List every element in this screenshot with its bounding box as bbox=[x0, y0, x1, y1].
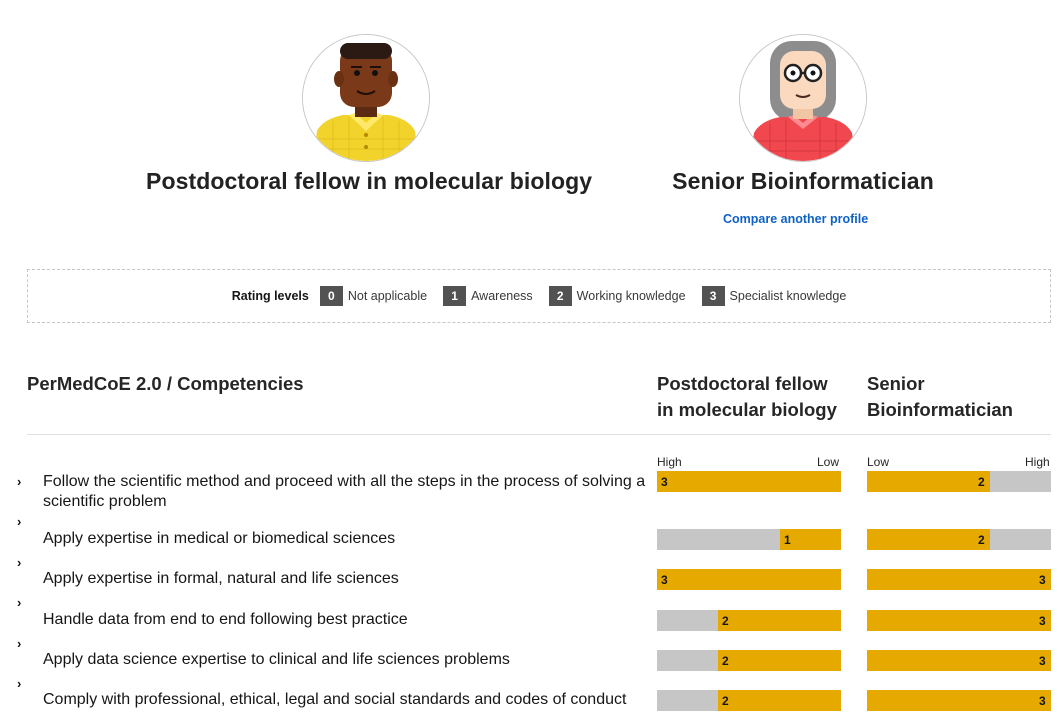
postdoc-column-header-line1: Postdoctoral fellow bbox=[657, 373, 828, 394]
postdoc-rating-bar: 3 bbox=[657, 569, 841, 590]
profile-postdoc: Postdoctoral fellow in molecular biology bbox=[146, 34, 593, 195]
bioinformatician-rating-fill bbox=[867, 569, 1051, 590]
postdoc-rating-fill bbox=[718, 610, 841, 631]
legend-level-0: 0 Not applicable bbox=[319, 286, 428, 306]
row-expand-chevron-icon[interactable]: › bbox=[17, 514, 22, 529]
postdoc-column-header-line2: in molecular biology bbox=[657, 399, 837, 420]
bioinformatician-rating-bar: 3 bbox=[867, 650, 1051, 671]
bioinformatician-rating-bar: 3 bbox=[867, 569, 1051, 590]
row-expand-chevron-icon[interactable]: › bbox=[17, 555, 22, 570]
postdoc-scale-low: Low bbox=[817, 455, 840, 469]
bioinformatician-rating-bar: 2 bbox=[867, 529, 1051, 550]
competencies-heading: PerMedCoE 2.0 / Competencies bbox=[27, 373, 304, 394]
row-expand-chevron-icon[interactable]: › bbox=[17, 636, 22, 651]
competency-label: Comply with professional, ethical, legal… bbox=[43, 691, 627, 708]
bioinformatician-rating-fill bbox=[867, 650, 1051, 671]
bioinformatician-scale-high: High bbox=[1025, 455, 1050, 469]
legend-level-1: 1 Awareness bbox=[443, 286, 533, 306]
level-label: Awareness bbox=[471, 289, 533, 303]
postdoc-rating-fill bbox=[718, 650, 841, 671]
level-label: Working knowledge bbox=[576, 289, 686, 303]
postdoc-rating-fill bbox=[718, 690, 841, 711]
postdoc-avatar bbox=[302, 34, 430, 162]
competency-label: Follow the scientific method and proceed… bbox=[43, 473, 646, 510]
level-badge: 2 bbox=[548, 286, 572, 306]
bioinformatician-profile-title: Senior Bioinformatician bbox=[672, 168, 934, 194]
bioinformatician-rating-value: 3 bbox=[1039, 573, 1046, 587]
postdoc-rating-value: 2 bbox=[722, 694, 729, 708]
bioinformatician-rating-fill bbox=[867, 690, 1051, 711]
bioinformatician-rating-value: 2 bbox=[978, 533, 985, 547]
bioinformatician-rating-value: 3 bbox=[1039, 694, 1046, 708]
competency-label: Apply data science expertise to clinical… bbox=[43, 651, 510, 668]
bioinformatician-rating-fill bbox=[867, 471, 990, 492]
legend-level-3: 3 Specialist knowledge bbox=[701, 286, 847, 306]
bioinformatician-column-header-line1: Senior bbox=[867, 373, 925, 394]
competency-label: Handle data from end to end following be… bbox=[43, 611, 408, 628]
row-expand-chevron-icon[interactable]: › bbox=[17, 474, 22, 489]
bioinformatician-rating-value: 3 bbox=[1039, 654, 1046, 668]
postdoc-rating-bar: 2 bbox=[657, 610, 841, 631]
postdoc-scale-high: High bbox=[657, 455, 682, 469]
postdoc-profile-title: Postdoctoral fellow in molecular biology bbox=[146, 168, 593, 194]
profile-bioinformatician: Senior Bioinformatician bbox=[665, 34, 941, 195]
bioinformatician-column-header-line2: Bioinformatician bbox=[867, 399, 1013, 420]
bioinformatician-rating-value: 2 bbox=[978, 475, 985, 489]
bioinformatician-rating-fill bbox=[867, 529, 990, 550]
row-expand-chevron-icon[interactable]: › bbox=[17, 595, 22, 610]
postdoc-rating-bar: 1 bbox=[657, 529, 841, 550]
postdoc-rating-fill bbox=[780, 529, 841, 550]
level-label: Specialist knowledge bbox=[729, 289, 847, 303]
legend-title: Rating levels bbox=[231, 289, 309, 303]
postdoc-column-header: Postdoctoral fellow in molecular biology bbox=[657, 371, 837, 423]
postdoc-rating-bar: 2 bbox=[657, 650, 841, 671]
postdoc-rating-value: 3 bbox=[661, 573, 668, 587]
bioinformatician-rating-bar: 3 bbox=[867, 610, 1051, 631]
bioinformatician-avatar bbox=[739, 34, 867, 162]
bioinformatician-rating-value: 3 bbox=[1039, 614, 1046, 628]
legend-level-2: 2 Working knowledge bbox=[548, 286, 686, 306]
postdoc-rating-fill bbox=[657, 471, 841, 492]
bioinformatician-rating-bar: 3 bbox=[867, 690, 1051, 711]
level-badge: 1 bbox=[443, 286, 467, 306]
postdoc-rating-value: 2 bbox=[722, 654, 729, 668]
rating-levels-legend: Rating levels 0 Not applicable 1 Awarene… bbox=[27, 269, 1051, 323]
level-badge: 0 bbox=[319, 286, 343, 306]
competency-label: Apply expertise in medical or biomedical… bbox=[43, 530, 396, 547]
bioinformatician-rating-fill bbox=[867, 610, 1051, 631]
postdoc-rating-fill bbox=[657, 569, 841, 590]
bioinformatician-scale-low: Low bbox=[867, 455, 890, 469]
postdoc-rating-bar: 3 bbox=[657, 471, 841, 492]
bioinformatician-column-header: Senior Bioinformatician bbox=[867, 371, 1013, 423]
header-divider bbox=[27, 434, 1051, 435]
level-label: Not applicable bbox=[347, 289, 428, 303]
compare-another-profile-link[interactable]: Compare another profile bbox=[723, 212, 869, 226]
postdoc-rating-value: 2 bbox=[722, 614, 729, 628]
postdoc-rating-value: 1 bbox=[784, 533, 791, 547]
competency-label: Apply expertise in formal, natural and l… bbox=[43, 570, 399, 587]
level-badge: 3 bbox=[701, 286, 725, 306]
postdoc-rating-bar: 2 bbox=[657, 690, 841, 711]
row-expand-chevron-icon[interactable]: › bbox=[17, 676, 22, 691]
bioinformatician-rating-bar: 2 bbox=[867, 471, 1051, 492]
postdoc-rating-value: 3 bbox=[661, 475, 668, 489]
